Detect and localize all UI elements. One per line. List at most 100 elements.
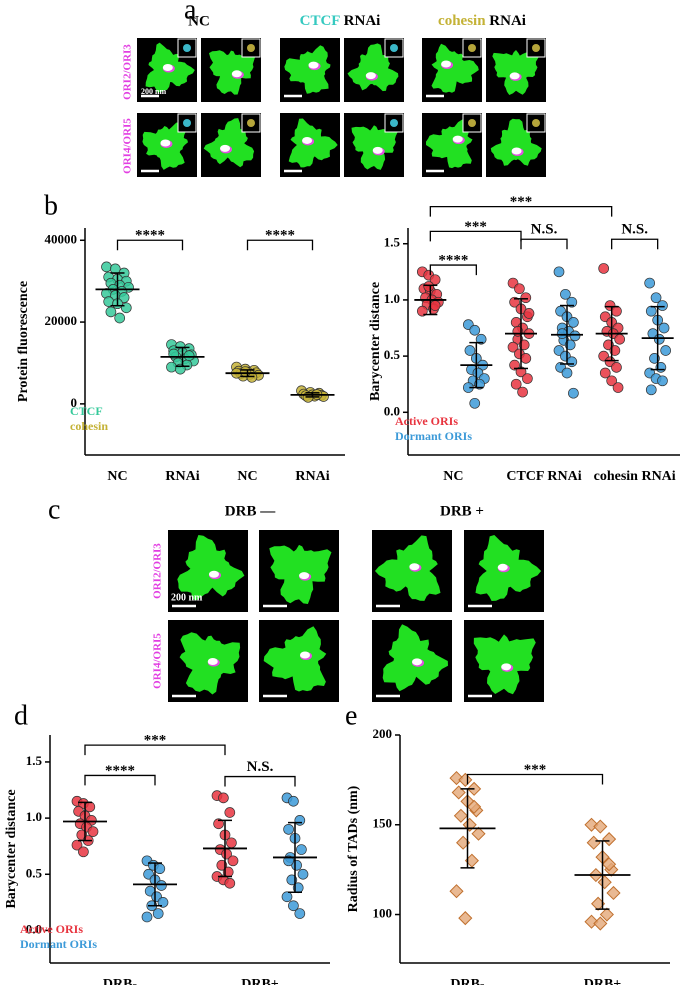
point [645, 305, 657, 317]
point [283, 823, 294, 835]
point [464, 853, 479, 868]
point [520, 292, 532, 304]
point [469, 324, 481, 336]
chromatin-blob [382, 624, 448, 692]
point [166, 361, 177, 373]
significance-label: **** [265, 228, 295, 244]
inset-dot [468, 44, 476, 52]
ori-spot [302, 136, 313, 144]
point [602, 857, 617, 872]
column-header: DRB — [225, 503, 276, 519]
y-tick-label: 0 [71, 395, 78, 410]
chromatin-blob [375, 535, 441, 601]
panel-label: e [345, 700, 357, 731]
y-tick-label: 1.5 [384, 235, 401, 250]
significance-label: *** [144, 733, 167, 749]
significance-bracket [611, 238, 659, 250]
point [213, 818, 224, 830]
point [469, 397, 481, 409]
point [560, 288, 571, 300]
point [523, 308, 535, 319]
point [458, 911, 473, 926]
significance-bracket [520, 238, 568, 250]
point [294, 908, 306, 919]
chromatin-blob [426, 119, 473, 169]
row-label: ORI2/ORI3 [122, 44, 134, 100]
inset-dot [183, 44, 191, 52]
point [296, 844, 307, 855]
legend-entry: Active ORIs [395, 414, 458, 428]
point [291, 859, 302, 871]
point [517, 386, 528, 398]
point [658, 322, 670, 334]
x-tick-label: NC [107, 469, 127, 484]
point [598, 263, 610, 274]
row-label: ORI2/ORI3 [152, 543, 164, 599]
point [645, 384, 657, 396]
point [591, 896, 606, 911]
point [650, 292, 662, 304]
point [568, 387, 579, 399]
ori-spot [497, 563, 508, 571]
inset-dot [390, 44, 398, 52]
y-tick-label: 0.5 [26, 865, 43, 880]
point [568, 317, 579, 328]
point [471, 826, 486, 841]
y-tick-label: 1.5 [26, 753, 43, 768]
point [520, 353, 532, 364]
point [294, 815, 306, 826]
y-tick-label: 200 [373, 726, 393, 741]
point [152, 908, 164, 919]
legend-entry: cohesin [70, 419, 108, 433]
y-axis-label: Barycenter distance [4, 789, 19, 908]
point [660, 345, 672, 356]
significance-bracket [116, 239, 184, 251]
point [183, 350, 195, 361]
point [509, 359, 520, 371]
point [569, 330, 581, 342]
y-tick-label: 0.0 [384, 403, 400, 418]
ori-spot [308, 61, 319, 69]
point [611, 305, 622, 317]
ori-spot [372, 146, 383, 154]
point [218, 792, 229, 804]
point [288, 900, 299, 912]
column-header: CTCF RNAi [300, 13, 381, 29]
x-tick-label: DRB- [103, 977, 138, 985]
point [556, 328, 568, 339]
significance-bracket [429, 230, 522, 242]
point [566, 296, 578, 308]
point [657, 375, 668, 387]
inset-dot [183, 119, 191, 127]
ori-spot [441, 60, 452, 68]
point [458, 772, 473, 787]
y-axis-label: Protein fluorescence [16, 281, 31, 402]
suffix: RNAi [344, 13, 381, 29]
point [423, 281, 435, 292]
significance-label: *** [510, 194, 533, 210]
point [612, 382, 624, 393]
point [611, 361, 622, 373]
panel-label: c [48, 494, 60, 525]
inset-dot [390, 119, 398, 127]
point [101, 261, 112, 273]
point [224, 807, 236, 818]
point [606, 375, 618, 387]
significance-label: *** [464, 219, 487, 235]
point [114, 312, 126, 324]
y-tick-label: 1.0 [384, 291, 400, 306]
y-tick-label: 100 [373, 906, 393, 921]
legend-entry: Dormant ORIs [20, 937, 97, 951]
point [456, 835, 471, 850]
y-tick-label: 0.5 [384, 347, 401, 362]
point [475, 333, 487, 345]
significance-bracket [466, 773, 604, 785]
point [599, 907, 614, 922]
significance-label: **** [438, 253, 468, 269]
column-header: cohesin RNAi [438, 13, 526, 29]
ori-spot [220, 144, 231, 152]
point [87, 826, 99, 837]
x-tick-label: NC [443, 469, 463, 484]
x-tick-label: CTCF RNAi [506, 469, 581, 484]
y-tick-label: 40000 [45, 231, 78, 246]
